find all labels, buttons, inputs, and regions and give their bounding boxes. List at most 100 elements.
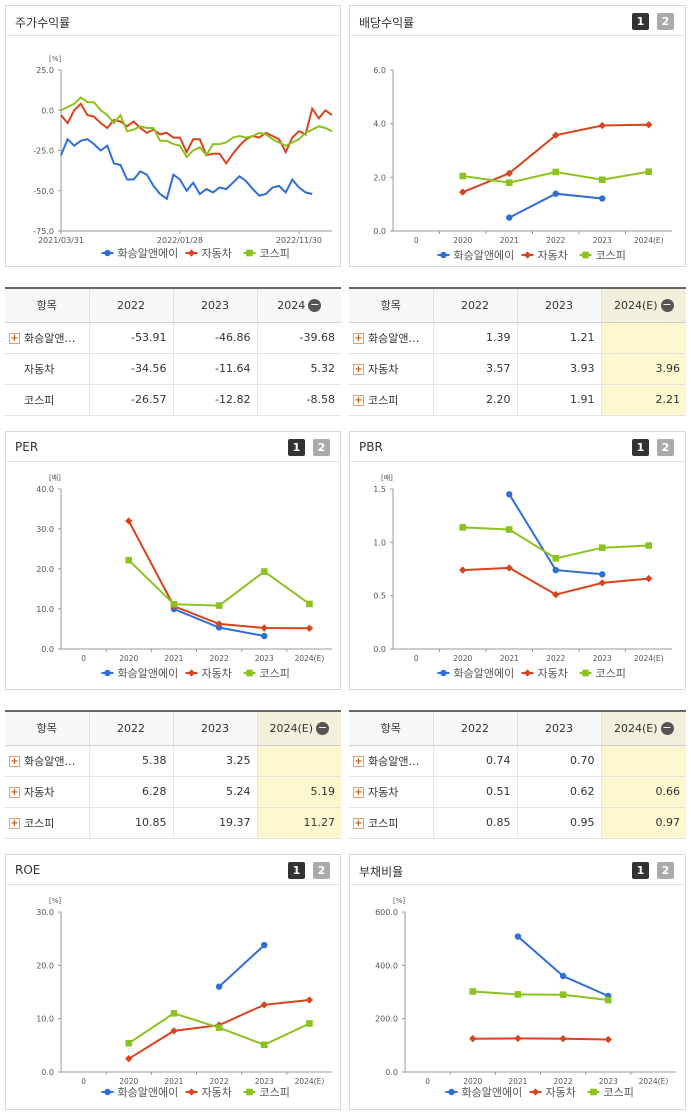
- collapse-icon[interactable]: −: [316, 721, 330, 735]
- value-cell: 11.27: [257, 807, 341, 839]
- legend-label: 코스피: [260, 667, 290, 680]
- data-point: [170, 1010, 178, 1017]
- debt-ratio-panel: 부채비율 1 2 [%] 600.0 400.0 200.0 0.0 0 2020 2021 2…: [349, 854, 686, 1110]
- period-button-1[interactable]: 1: [288, 862, 305, 879]
- row-label-text: 화승알앤…: [24, 331, 76, 345]
- y-tick-label: 200.0: [375, 1015, 398, 1024]
- value-cell: -8.58: [257, 384, 341, 416]
- value-cell: 0.66: [601, 776, 686, 808]
- legend-label: 자동차: [546, 1086, 576, 1099]
- period-button-2[interactable]: 2: [657, 439, 674, 456]
- data-point: [440, 669, 447, 677]
- x-tick-label: 2022/11/30: [276, 236, 322, 245]
- value-cell: 0.70: [517, 745, 602, 777]
- expand-plus-icon[interactable]: +: [353, 395, 364, 406]
- x-tick-label: 0: [81, 1077, 86, 1086]
- series-line: [128, 559, 310, 607]
- spacer: [9, 393, 20, 404]
- expand-plus-icon[interactable]: +: [353, 818, 364, 829]
- expand-plus-icon[interactable]: +: [353, 787, 364, 798]
- panel-header: ROE 1 2: [6, 855, 340, 885]
- collapse-icon[interactable]: −: [660, 298, 674, 312]
- row-label[interactable]: + 화승알앤…: [5, 322, 90, 354]
- x-tick-label: 2023: [599, 1077, 618, 1086]
- dividend-yield-table: 항목 2022 2023 2024(E) − + 화승알앤… 1.39 1.21 + 자동차 3.57…: [349, 287, 686, 416]
- value-cell: -12.82: [173, 384, 258, 416]
- expand-plus-icon[interactable]: +: [353, 756, 364, 767]
- value-cell: -26.57: [89, 384, 174, 416]
- y-tick-label: 0.0: [41, 645, 54, 654]
- value-cell: -34.56: [89, 353, 174, 385]
- column-header: 2024−: [257, 287, 341, 323]
- data-point: [260, 1041, 268, 1049]
- x-tick-label: 2023: [593, 236, 612, 245]
- expand-plus-icon[interactable]: +: [9, 756, 20, 767]
- data-point: [582, 251, 589, 259]
- row-label[interactable]: + 자동차: [5, 776, 90, 808]
- y-tick-label: 0.0: [373, 227, 386, 236]
- period-button-2[interactable]: 2: [313, 862, 330, 879]
- period-button-2[interactable]: 2: [657, 13, 674, 30]
- row-label[interactable]: + 화승알앤…: [349, 322, 434, 354]
- panel-header: 부채비율 1 2: [350, 855, 685, 885]
- x-tick-label: 2024(E): [295, 1077, 325, 1086]
- data-point: [552, 566, 559, 574]
- column-header: 2023: [517, 710, 602, 746]
- series-line: [508, 192, 603, 219]
- data-point: [125, 1039, 133, 1047]
- row-label[interactable]: + 코스피: [5, 807, 90, 839]
- x-tick-label: 2020: [119, 1077, 138, 1086]
- row-label[interactable]: + 화승알앤…: [349, 745, 434, 777]
- legend-label: 자동차: [202, 667, 232, 680]
- data-point: [260, 568, 268, 575]
- table-row: 코스피 -26.57 -12.82 -8.58: [5, 384, 341, 416]
- row-label[interactable]: + 자동차: [349, 776, 434, 808]
- expand-plus-icon[interactable]: +: [353, 333, 364, 344]
- x-tick-label: 2021: [508, 1077, 527, 1086]
- legend-label: 화승알앤에이: [118, 246, 179, 260]
- x-tick-label: 2021: [500, 236, 519, 245]
- x-tick-label: 2021: [500, 654, 519, 663]
- table-row: + 자동차 3.57 3.93 3.96: [349, 353, 686, 385]
- row-label[interactable]: + 코스피: [349, 384, 434, 416]
- legend-label: 화승알앤에이: [454, 666, 515, 680]
- value-cell: 0.95: [517, 807, 602, 839]
- period-button-2[interactable]: 2: [313, 439, 330, 456]
- panel-header: 배당수익률 1 2: [350, 6, 685, 36]
- expand-plus-icon[interactable]: +: [9, 787, 20, 798]
- table-row: + 화승알앤… 0.74 0.70: [349, 745, 686, 777]
- value-cell: 3.93: [517, 353, 602, 385]
- data-point: [104, 669, 111, 677]
- data-point: [215, 983, 223, 990]
- period-button-1[interactable]: 1: [632, 13, 649, 30]
- period-button-1[interactable]: 1: [632, 862, 649, 879]
- panel-title: 주가수익률: [15, 16, 71, 30]
- y-axis-unit: [%]: [49, 897, 61, 905]
- row-label-text: 화승알앤…: [368, 754, 420, 768]
- value-cell: 3.96: [601, 353, 686, 385]
- row-label-text: 자동차: [24, 785, 55, 799]
- expand-plus-icon[interactable]: +: [9, 818, 20, 829]
- column-header: 2024(E) −: [601, 287, 686, 323]
- row-label[interactable]: + 화승알앤…: [5, 745, 90, 777]
- period-button-1[interactable]: 1: [288, 439, 305, 456]
- expand-plus-icon[interactable]: +: [9, 333, 20, 344]
- legend-label: 코스피: [260, 1086, 290, 1099]
- expand-plus-icon[interactable]: +: [353, 364, 364, 375]
- period-button-1[interactable]: 1: [632, 439, 649, 456]
- collapse-icon[interactable]: −: [308, 298, 322, 312]
- panel-title: 부채비율: [359, 865, 404, 879]
- period-button-2[interactable]: 2: [657, 862, 674, 879]
- data-point: [598, 544, 606, 551]
- stock-return-panel: 주가수익률 [%] 25.0 0.0 -25.0 -50.0 -75.0 2021/03/3…: [5, 5, 341, 267]
- row-label[interactable]: + 코스피: [349, 807, 434, 839]
- y-tick-label: 2.0: [373, 173, 386, 182]
- row-label[interactable]: + 자동차: [349, 353, 434, 385]
- roe-chart: [%] 30.0 20.0 10.0 0.0 0 2020 2021 2022 2023 2024(…: [36, 897, 332, 1099]
- data-point: [599, 571, 606, 578]
- value-cell: 2.21: [601, 384, 686, 416]
- table-row: + 화승알앤… 5.38 3.25: [5, 745, 341, 777]
- x-tick-label: 2022: [210, 1077, 229, 1086]
- collapse-icon[interactable]: −: [660, 721, 674, 735]
- table-header-row: 항목 2022 2023 2024−: [5, 287, 341, 323]
